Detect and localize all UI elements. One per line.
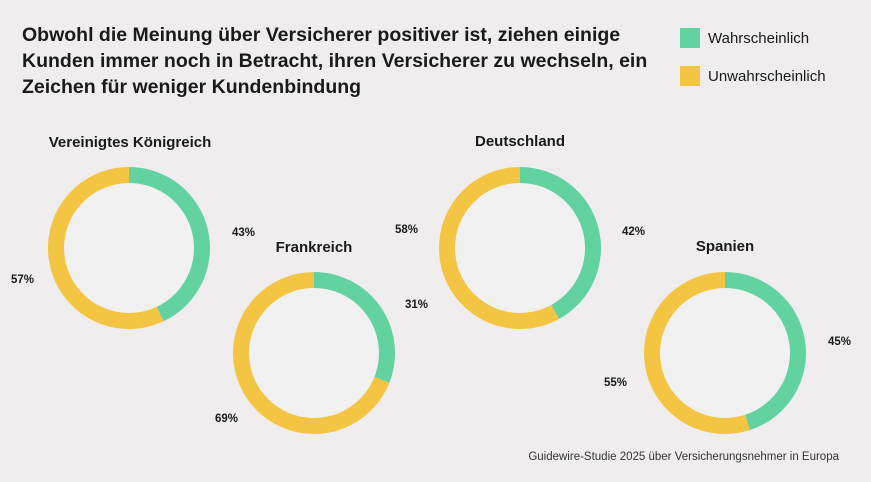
data-label-wahrscheinlich: 45% [828,336,851,348]
chart-title-deutschland: Deutschland [475,133,565,150]
data-label-unwahrscheinlich: 58% [395,224,418,236]
legend-label-unlikely: Unwahrscheinlich [708,67,826,85]
data-label-unwahrscheinlich: 57% [11,274,34,286]
donut-hole [249,288,379,418]
slice-wahrscheinlich [129,167,210,322]
slice-unwahrscheinlich [644,272,751,434]
legend-swatch-unlikely [680,66,700,86]
chart-title: Obwohl die Meinung über Versicherer posi… [22,24,648,98]
source-note: Guidewire-Studie 2025 über Versicherungs… [528,451,839,463]
donut-vereinigtes-koenigreich: 43% 57% Vereinigtes Königreich [11,134,255,329]
slice-unwahrscheinlich [438,167,560,330]
legend: Wahrscheinlich Unwahrscheinlich [680,26,826,102]
chart-title-vereinigtes-koenigreich: Vereinigtes Königreich [49,134,212,151]
legend-swatch-likely [680,28,700,48]
donut-deutschland: 42% 58% Deutschland [395,133,645,330]
slice-wahrscheinlich [520,167,601,319]
donut-spanien: 45% 55% Spanien [604,238,851,434]
data-label-wahrscheinlich: 31% [405,299,428,311]
legend-label-likely: Wahrscheinlich [708,29,810,47]
chart-title-frankreich: Frankreich [276,239,353,256]
legend-item-likely: Wahrscheinlich [680,26,826,50]
legend-item-unlikely: Unwahrscheinlich [680,64,826,88]
donut-hole [455,183,585,313]
chart-title-spanien: Spanien [696,238,754,255]
slice-wahrscheinlich [314,272,395,383]
slice-wahrscheinlich [725,272,807,431]
donut-hole [660,288,790,418]
slice-unwahrscheinlich [48,167,164,329]
data-label-wahrscheinlich: 42% [622,226,645,238]
donut-hole [64,183,194,313]
data-label-unwahrscheinlich: 55% [604,377,627,389]
data-label-unwahrscheinlich: 69% [215,413,238,425]
donut-frankreich: 31% 69% Frankreich [215,239,428,434]
data-label-wahrscheinlich: 43% [232,227,255,239]
